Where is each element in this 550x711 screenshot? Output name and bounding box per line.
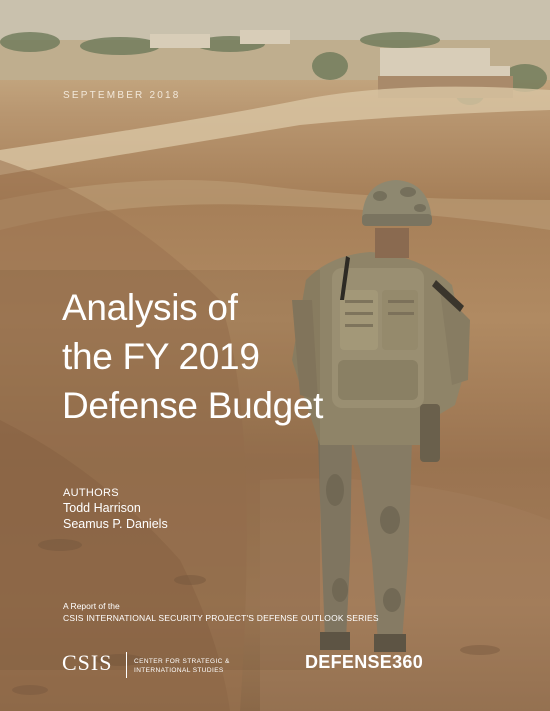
author-name: Todd Harrison xyxy=(63,501,141,515)
publication-date: SEPTEMBER 2018 xyxy=(63,90,181,101)
logo-divider xyxy=(126,652,127,678)
title-line: the FY 2019 xyxy=(62,336,260,377)
soldier-figure xyxy=(292,180,470,652)
title-line: Defense Budget xyxy=(62,385,324,426)
author-name: Seamus P. Daniels xyxy=(63,517,168,531)
csis-name-line: INTERNATIONAL STUDIES xyxy=(134,667,224,674)
csis-full-name: CENTER FOR STRATEGIC & INTERNATIONAL STU… xyxy=(134,657,264,675)
csis-logo: CSIS xyxy=(62,650,113,675)
report-series-intro: A Report of the xyxy=(63,601,120,611)
csis-name-line: CENTER FOR STRATEGIC & xyxy=(134,658,230,665)
report-series-name: CSIS INTERNATIONAL SECURITY PROJECT'S DE… xyxy=(63,613,379,623)
authors-heading: AUTHORS xyxy=(63,487,119,499)
title-line: Analysis of xyxy=(62,287,238,328)
report-title: Analysis of the FY 2019 Defense Budget xyxy=(62,283,392,430)
defense360-logo: DEFENSE360 xyxy=(305,652,424,672)
